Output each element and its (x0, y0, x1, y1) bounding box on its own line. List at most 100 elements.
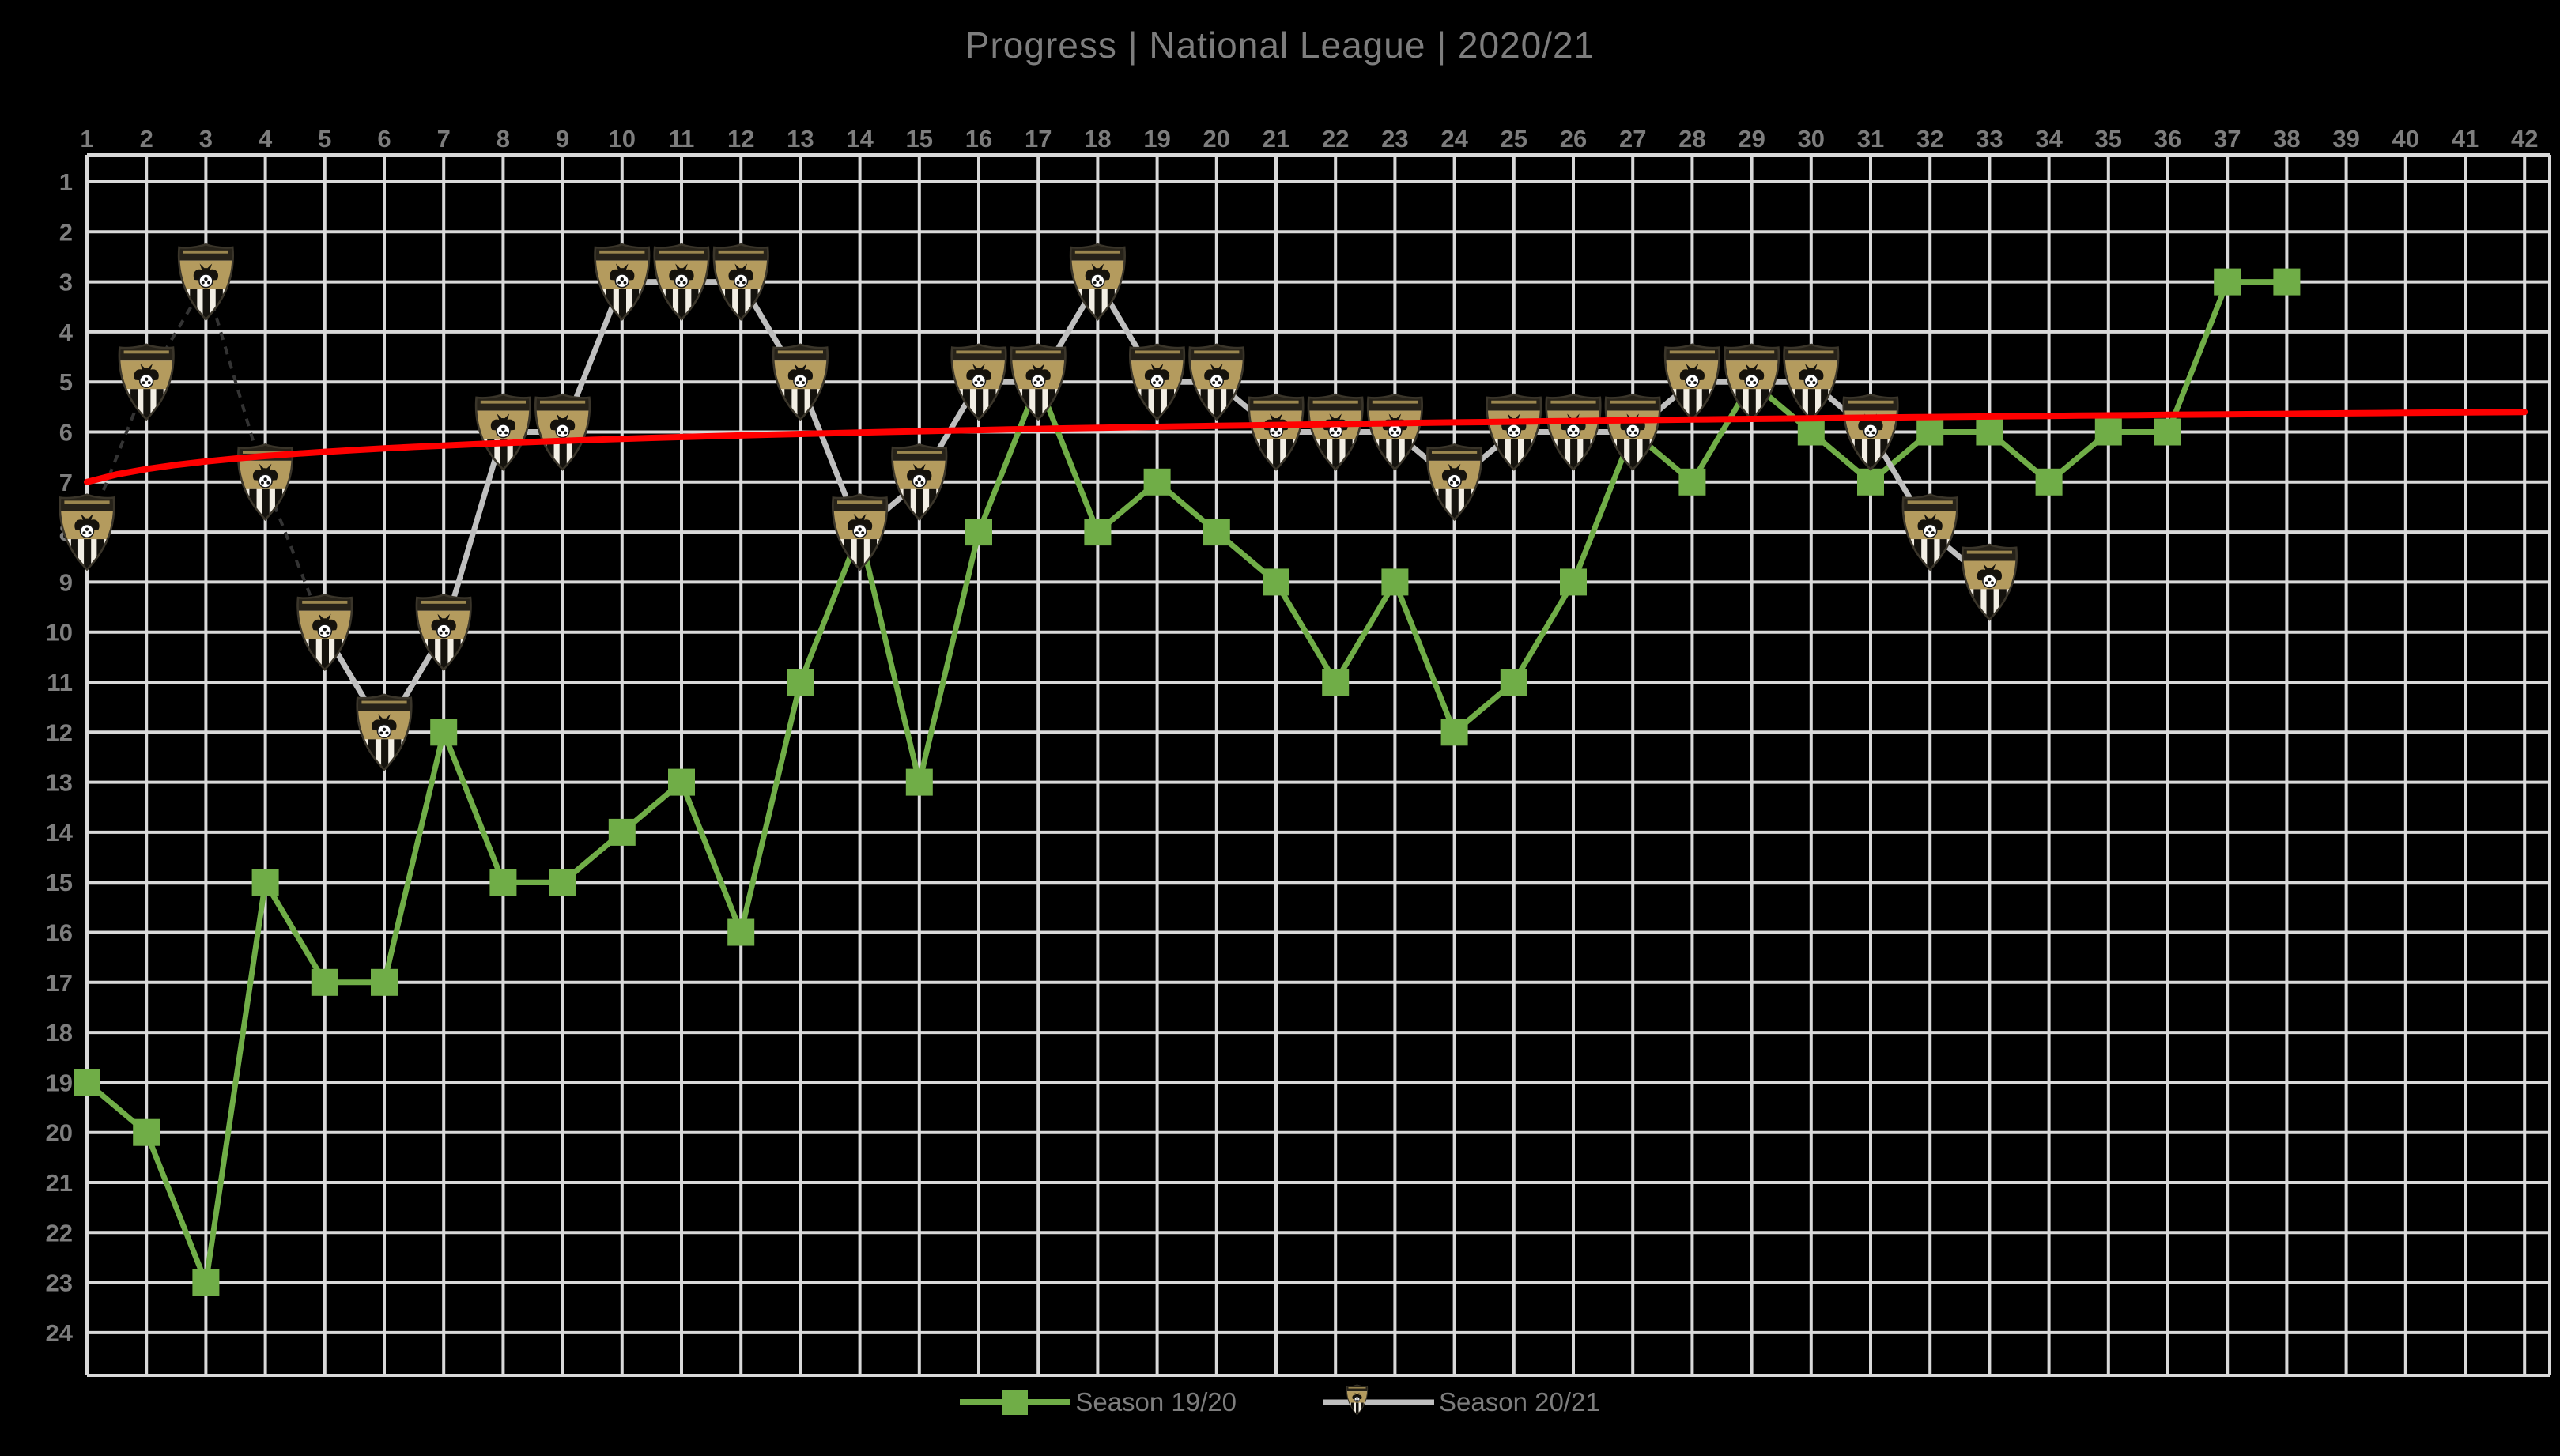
x-tick-label: 13 (787, 125, 814, 153)
x-tick-label: 31 (1857, 125, 1884, 153)
x-tick-label: 21 (1263, 125, 1289, 153)
x-tick-label: 6 (377, 125, 391, 153)
legend-item-season-20-21: Season 20/21 (1323, 1382, 1600, 1423)
y-tick-label: 3 (59, 269, 73, 296)
x-tick-label: 22 (1322, 125, 1349, 153)
y-tick-label: 5 (59, 368, 73, 396)
x-tick-label: 33 (1976, 125, 2003, 153)
club-badge-marker (1602, 393, 1663, 472)
season-19-20-marker (787, 669, 814, 696)
club-badge-marker (1542, 393, 1604, 472)
x-tick-label: 37 (2214, 125, 2241, 153)
season-19-20-marker (489, 869, 517, 896)
x-tick-label: 11 (669, 125, 695, 153)
y-tick-label: 19 (46, 1069, 73, 1096)
club-badge-marker (889, 443, 950, 522)
x-tick-label: 16 (965, 125, 992, 153)
series-season-20-21 (56, 243, 2020, 772)
club-badge-marker (353, 692, 415, 771)
y-tick-label: 4 (59, 319, 74, 346)
x-tick-label: 12 (727, 125, 754, 153)
club-badge-marker (1780, 342, 1842, 421)
y-tick-label: 23 (46, 1269, 73, 1297)
club-badge-marker (1127, 342, 1188, 421)
x-tick-label: 20 (1203, 125, 1230, 153)
x-tick-label: 15 (906, 125, 933, 153)
x-tick-label: 10 (609, 125, 636, 153)
x-tick-label: 29 (1738, 125, 1765, 153)
x-tick-label: 17 (1025, 125, 1052, 153)
season-19-20-marker (1857, 468, 1884, 496)
club-badge-marker (532, 393, 594, 472)
y-tick-label: 18 (46, 1019, 73, 1047)
club-badge-marker (1007, 342, 1069, 421)
season-19-20-marker (549, 869, 576, 896)
club-badge-marker (1424, 443, 1486, 522)
season-19-20-marker (1143, 468, 1171, 496)
club-badge-marker (472, 393, 534, 472)
x-tick-label: 40 (2392, 125, 2419, 153)
x-tick-label: 38 (2273, 125, 2300, 153)
x-tick-label: 39 (2332, 125, 2359, 153)
x-tick-label: 4 (259, 125, 273, 153)
season-19-20-marker (1976, 418, 2003, 446)
x-tick-label: 32 (1916, 125, 1943, 153)
x-tick-label: 5 (318, 125, 331, 153)
x-tick-label: 42 (2511, 125, 2538, 153)
season-19-20-marker (1381, 568, 1409, 596)
season-19-20-marker (1500, 669, 1527, 696)
x-axis-labels: 1 2 3 4 5 6 7 8 9 10 11 12 13 14 15 16 17 18 19 20 21 22 23 24 2… (80, 125, 2538, 153)
season-19-20-marker (608, 818, 636, 846)
legend-item-season-19-20: Season 19/20 (960, 1385, 1237, 1420)
legend-label: Season 19/20 (1075, 1387, 1237, 1416)
season-19-20-marker (1678, 468, 1706, 496)
y-tick-label: 24 (46, 1319, 74, 1347)
trendline (84, 409, 2528, 485)
x-tick-label: 25 (1501, 125, 1527, 153)
club-badge-marker (829, 492, 891, 571)
x-tick-label: 9 (556, 125, 569, 153)
y-tick-label: 13 (46, 769, 73, 797)
season-19-20-marker (192, 1269, 220, 1296)
x-tick-label: 36 (2154, 125, 2181, 153)
legend-swatch-green-line-square (960, 1390, 1071, 1415)
x-tick-label: 41 (2452, 125, 2479, 153)
club-badge-marker (591, 243, 653, 322)
season-19-20-marker (1322, 669, 1350, 696)
club-badge-marker (1305, 393, 1366, 472)
x-tick-label: 34 (2035, 125, 2063, 153)
y-tick-label: 16 (46, 919, 73, 947)
season-19-20-marker (727, 918, 755, 946)
season-19-20-marker (430, 719, 458, 746)
season-19-20-marker (905, 768, 933, 796)
y-tick-label: 14 (46, 819, 74, 847)
y-tick-label: 10 (46, 619, 73, 647)
club-badge-marker (651, 243, 712, 322)
x-tick-label: 14 (846, 125, 874, 153)
club-badge-marker (1483, 393, 1545, 472)
season-19-20-marker (2035, 468, 2063, 496)
club-badge-marker (294, 593, 356, 672)
season-19-20-marker (133, 1118, 160, 1146)
y-tick-label: 22 (46, 1219, 73, 1247)
x-tick-label: 18 (1084, 125, 1111, 153)
club-badge-marker (1721, 342, 1783, 421)
season-19-20-marker (1440, 719, 1468, 746)
x-tick-label: 35 (2095, 125, 2122, 153)
club-badge-marker (56, 492, 118, 571)
x-tick-label: 2 (140, 125, 153, 153)
season-19-20-marker (251, 869, 279, 896)
chart-title: Progress | National League | 2020/21 (965, 25, 1595, 66)
club-badge-marker (115, 342, 177, 421)
season-19-20-marker (668, 768, 695, 796)
season-19-20-marker (1084, 519, 1112, 546)
y-tick-label: 11 (47, 669, 73, 696)
x-tick-label: 3 (199, 125, 213, 153)
x-tick-label: 30 (1798, 125, 1825, 153)
season-19-20-marker (2154, 418, 2181, 446)
y-tick-label: 15 (46, 869, 73, 896)
x-tick-label: 28 (1678, 125, 1705, 153)
